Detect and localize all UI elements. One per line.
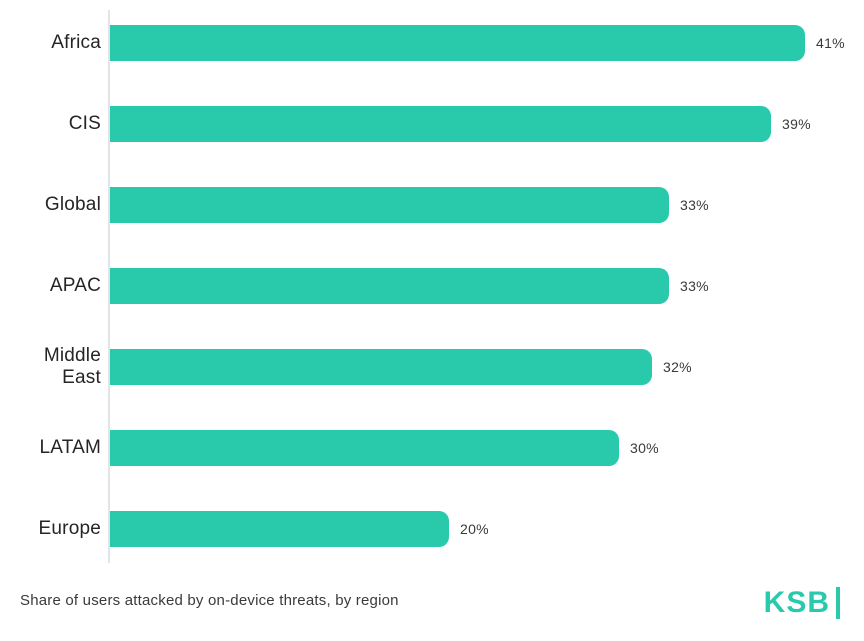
bar bbox=[110, 186, 669, 223]
category-label: Global bbox=[44, 193, 101, 215]
bar bbox=[110, 267, 669, 304]
value-label: 41% bbox=[816, 34, 845, 51]
value-label: 39% bbox=[782, 115, 811, 132]
ksb-logo: KSB bbox=[764, 587, 840, 619]
bar-track: 39% bbox=[110, 105, 864, 142]
category-label: LATAM bbox=[39, 436, 101, 458]
value-label: 20% bbox=[460, 520, 489, 537]
chart-caption: Share of users attacked by on-device thr… bbox=[20, 592, 399, 609]
bar-rows: Africa 41% CIS 39% Global 33% APAC 33% Middle Ea… bbox=[0, 2, 864, 569]
bar bbox=[110, 24, 805, 61]
ksb-logo-cursor-icon bbox=[836, 587, 840, 619]
category-label: Europe bbox=[38, 517, 101, 539]
bar-track: 20% bbox=[110, 510, 864, 547]
bar-track: 33% bbox=[110, 267, 864, 304]
category-label: APAC bbox=[49, 274, 101, 296]
chart-row: Europe 20% bbox=[0, 488, 864, 569]
bar-chart: Africa 41% CIS 39% Global 33% APAC 33% Middle Ea… bbox=[0, 2, 864, 569]
category-label: CIS bbox=[68, 112, 101, 134]
bar-track: 30% bbox=[110, 429, 864, 466]
bar bbox=[110, 105, 771, 142]
bar-track: 32% bbox=[110, 348, 864, 385]
ksb-logo-text: KSB bbox=[763, 586, 830, 619]
bar bbox=[110, 510, 449, 547]
value-label: 30% bbox=[630, 439, 659, 456]
category-label: Middle East bbox=[43, 344, 101, 388]
bar bbox=[110, 429, 619, 466]
chart-row: Africa 41% bbox=[0, 2, 864, 83]
chart-row: LATAM 30% bbox=[0, 407, 864, 488]
bar-track: 41% bbox=[110, 24, 864, 61]
value-label: 33% bbox=[680, 277, 709, 294]
chart-row: APAC 33% bbox=[0, 245, 864, 326]
chart-row: Middle East 32% bbox=[0, 326, 864, 407]
y-axis-line bbox=[108, 10, 110, 563]
category-label: Africa bbox=[51, 31, 101, 53]
value-label: 32% bbox=[663, 358, 692, 375]
value-label: 33% bbox=[680, 196, 709, 213]
bar bbox=[110, 348, 652, 385]
chart-row: CIS 39% bbox=[0, 83, 864, 164]
chart-row: Global 33% bbox=[0, 164, 864, 245]
bar-track: 33% bbox=[110, 186, 864, 223]
